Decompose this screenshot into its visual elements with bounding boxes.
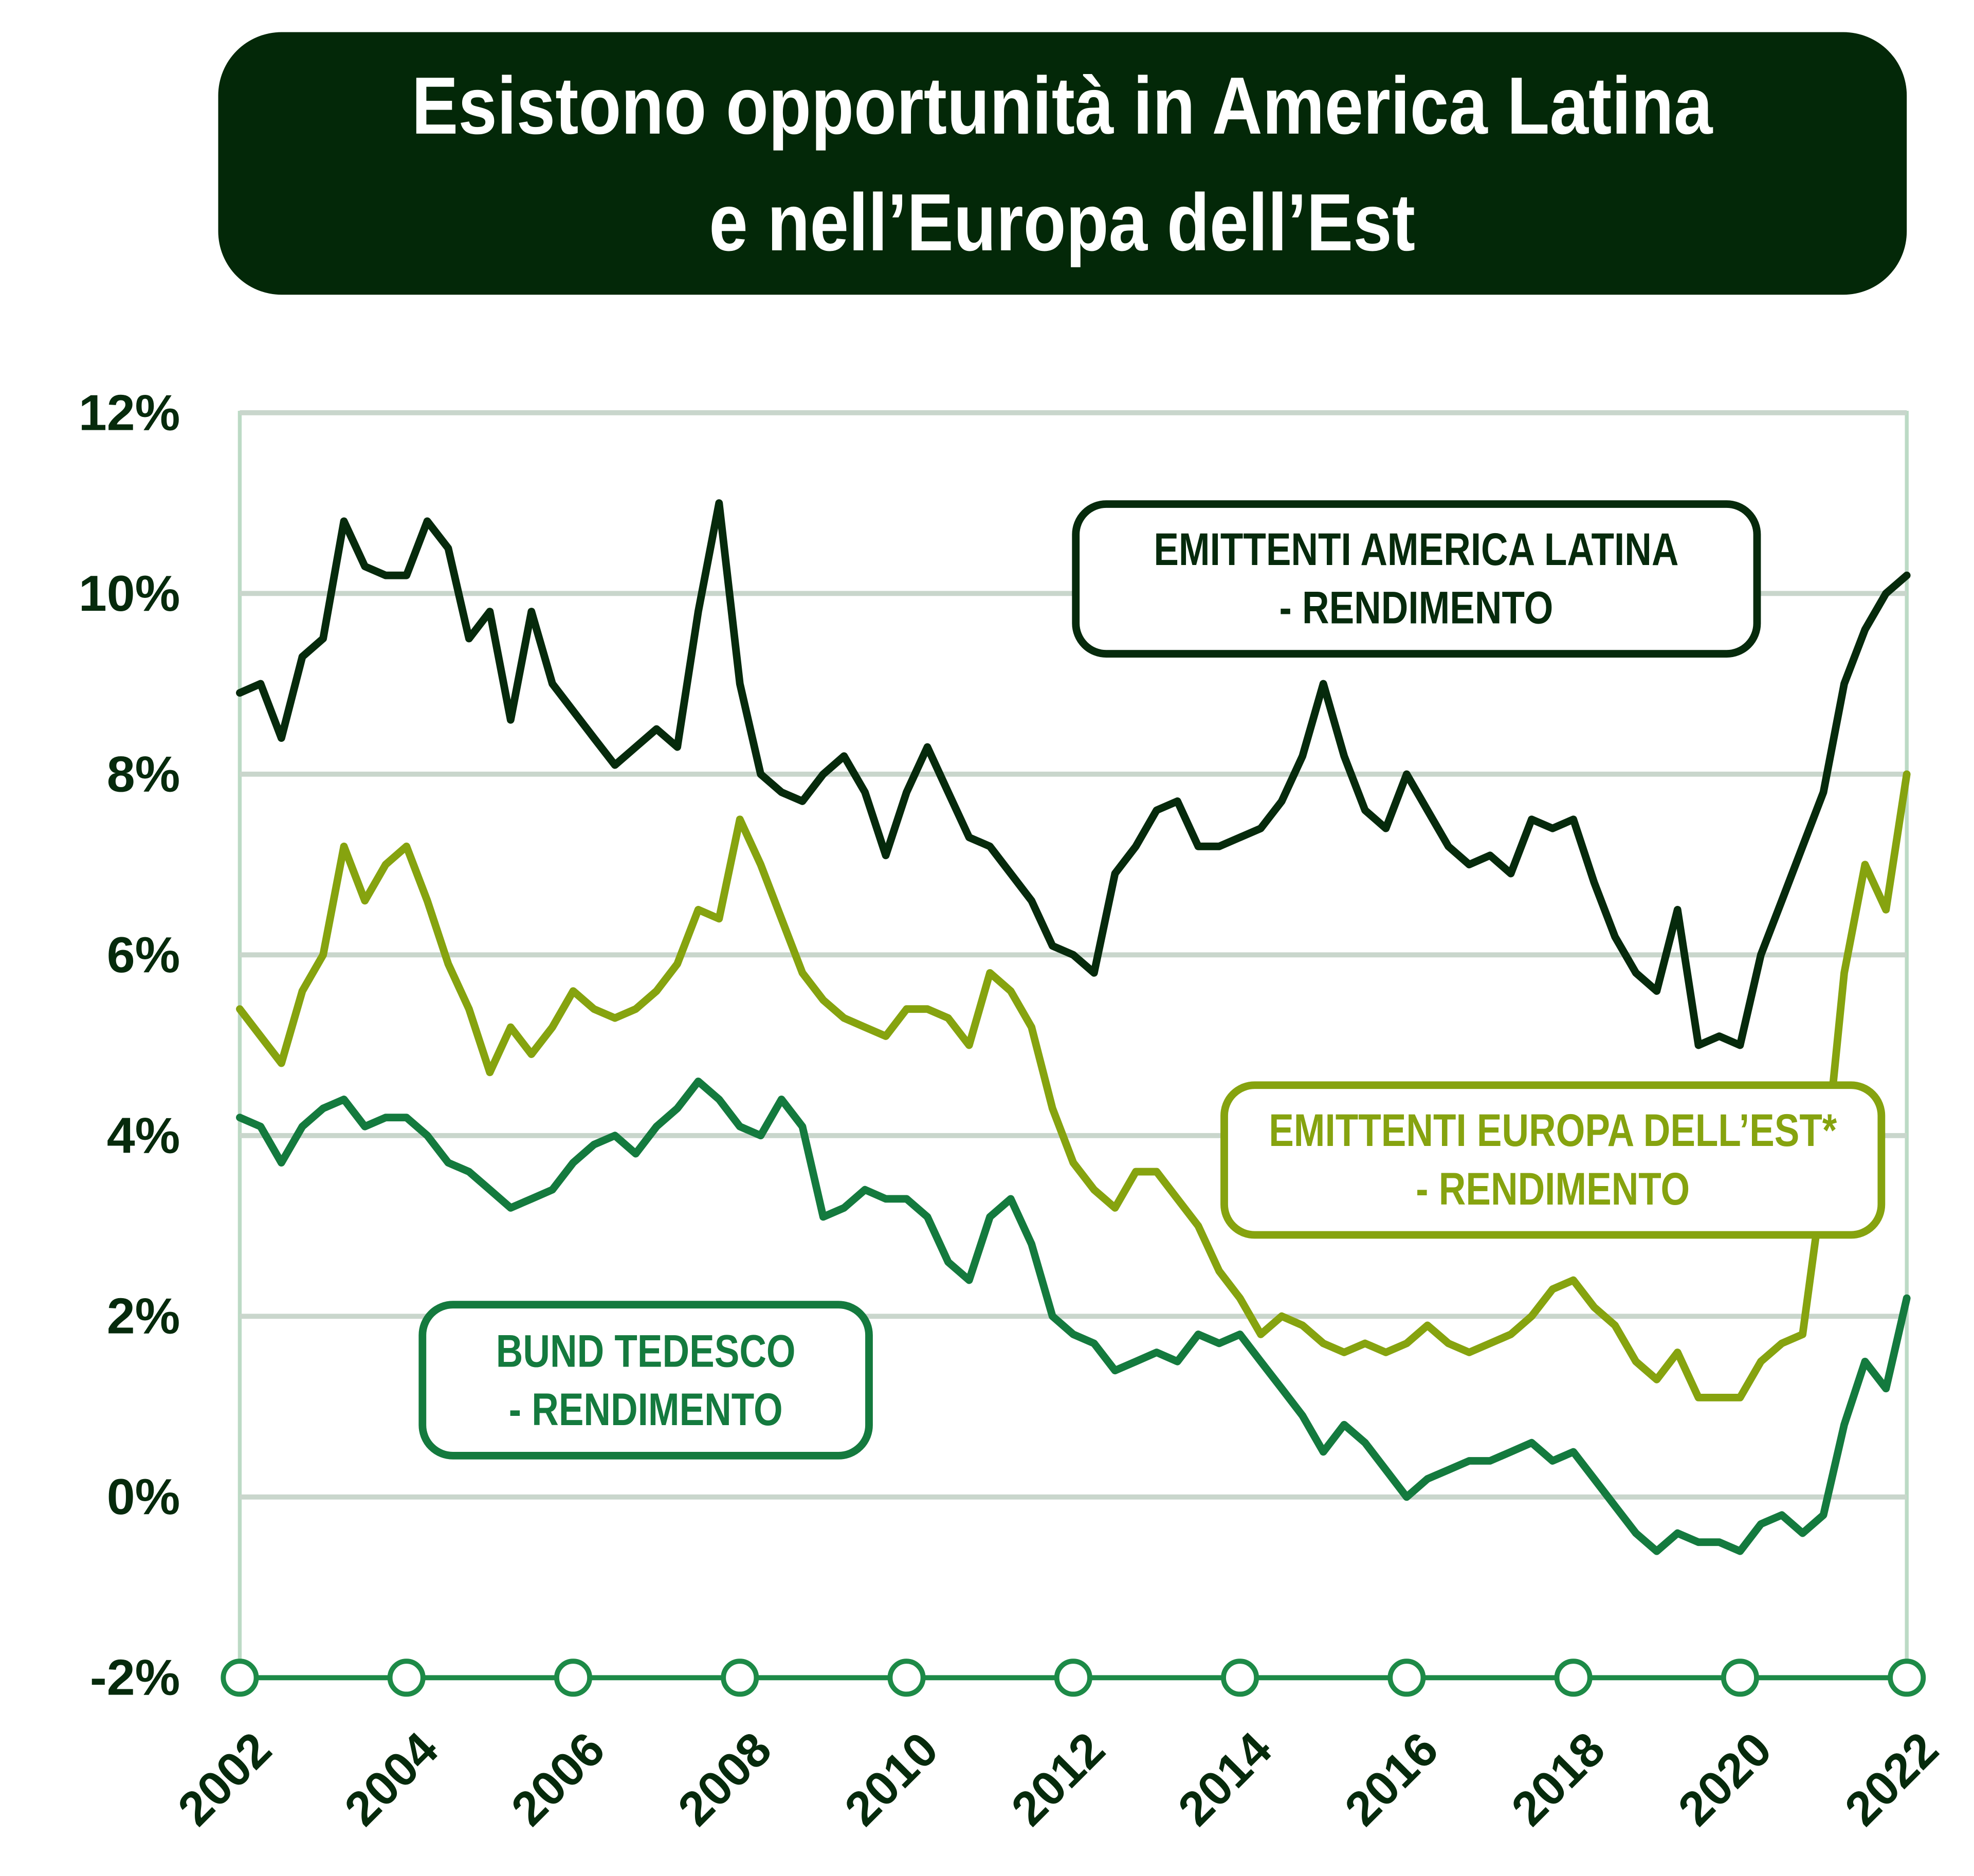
legend-holder: EMITTENTI AMERICA LATINA - RENDIMENTO bbox=[1076, 504, 1757, 653]
x-tick-label: 2002 bbox=[168, 1722, 282, 1836]
legend-box bbox=[418, 1301, 873, 1460]
x-tick-label: 2018 bbox=[1501, 1722, 1615, 1836]
y-tick-label: 4% bbox=[107, 1107, 180, 1163]
series-line bbox=[236, 770, 1911, 1401]
x-tick-mark bbox=[721, 1659, 759, 1697]
y-tick-label: 0% bbox=[107, 1468, 180, 1525]
y-tick-label: 6% bbox=[107, 926, 180, 983]
y-tick-label: 8% bbox=[107, 745, 180, 802]
series-line bbox=[236, 499, 1911, 1049]
x-tick-label: 2016 bbox=[1335, 1722, 1449, 1836]
x-tick-label: 2006 bbox=[501, 1722, 615, 1836]
x-tick-label: 2010 bbox=[834, 1722, 948, 1836]
y-tick-label: 2% bbox=[107, 1288, 180, 1344]
x-tick-label: 2012 bbox=[1001, 1722, 1115, 1836]
x-tick-label: 2004 bbox=[334, 1722, 448, 1836]
legend-wrap: EMITTENTI EUROPA DELL’EST* - RENDIMENTO bbox=[1224, 1085, 1881, 1235]
legend-holder: BUND TEDESCO - RENDIMENTO bbox=[423, 1305, 869, 1456]
x-tick-mark bbox=[1554, 1659, 1593, 1697]
x-tick-label: 2020 bbox=[1668, 1722, 1782, 1836]
x-tick-mark bbox=[887, 1659, 926, 1697]
x-tick-mark bbox=[1888, 1659, 1926, 1697]
y-tick-label: 10% bbox=[79, 565, 180, 622]
title-holder: Esistono opportunità in America Latina e… bbox=[412, 59, 1713, 268]
y-tick-label: -2% bbox=[90, 1649, 180, 1706]
x-tick-label: 2014 bbox=[1167, 1722, 1282, 1836]
x-tick-mark bbox=[1721, 1659, 1759, 1697]
x-tick-mark bbox=[1221, 1659, 1259, 1697]
legend-box bbox=[1220, 1081, 1886, 1239]
x-tick-mark bbox=[221, 1659, 259, 1697]
chart-title: Esistono opportunità in America Latina e… bbox=[412, 59, 1713, 268]
legend-label: BUND TEDESCO - RENDIMENTO bbox=[496, 1324, 796, 1435]
y-tick-label: 12% bbox=[79, 384, 180, 441]
x-tick-mark bbox=[554, 1659, 592, 1697]
x-tick-mark bbox=[387, 1659, 426, 1697]
legend-holder: EMITTENTI EUROPA DELL’EST* - RENDIMENTO bbox=[1224, 1085, 1881, 1235]
x-tick-mark bbox=[1054, 1659, 1092, 1697]
x-tick-label: 2008 bbox=[668, 1722, 782, 1836]
series-line bbox=[236, 1077, 1911, 1555]
x-tick-mark bbox=[1387, 1659, 1426, 1697]
x-tick-label: 2022 bbox=[1834, 1722, 1948, 1836]
legend-wrap: EMITTENTI AMERICA LATINA - RENDIMENTO bbox=[1076, 504, 1757, 653]
legend-box bbox=[1072, 500, 1761, 658]
legend-wrap: BUND TEDESCO - RENDIMENTO bbox=[423, 1305, 869, 1456]
title-box bbox=[218, 32, 1907, 295]
legend-label: EMITTENTI EUROPA DELL’EST* - RENDIMENTO bbox=[1269, 1104, 1837, 1215]
legend-label: EMITTENTI AMERICA LATINA - RENDIMENTO bbox=[1154, 523, 1679, 634]
